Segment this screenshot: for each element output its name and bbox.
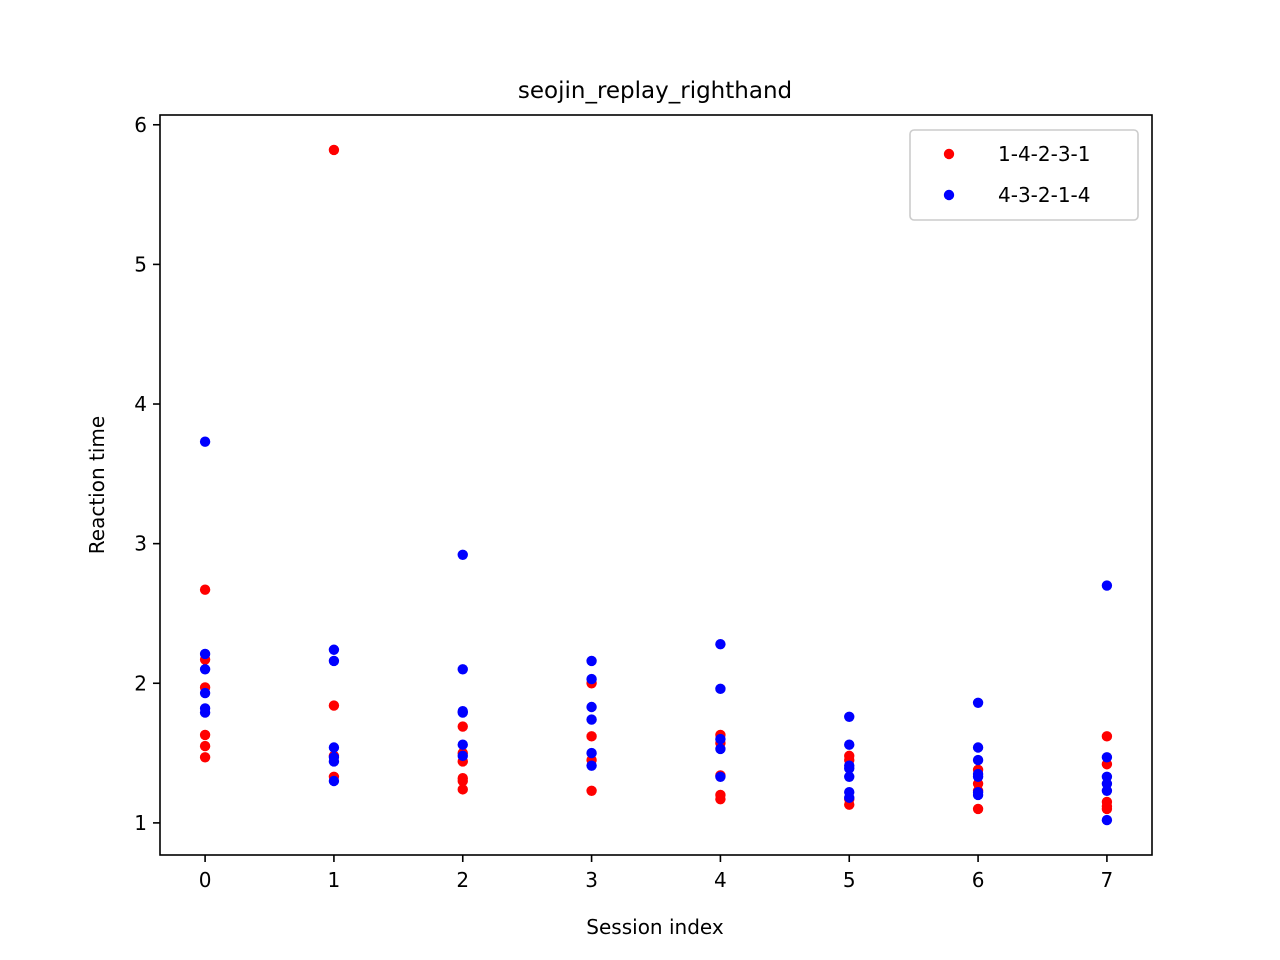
data-point <box>457 549 468 561</box>
x-tick-label: 0 <box>199 868 212 892</box>
data-point <box>199 648 211 660</box>
data-point <box>972 771 984 783</box>
x-tick-label: 1 <box>328 868 341 892</box>
x-tick-label: 6 <box>972 868 985 892</box>
data-point <box>715 733 726 745</box>
data-point <box>972 789 984 801</box>
plot-frame <box>159 114 1153 856</box>
data-point <box>199 740 211 752</box>
data-point <box>457 784 468 795</box>
data-point <box>1101 731 1113 742</box>
data-point <box>1101 785 1113 796</box>
data-point <box>844 771 855 783</box>
data-point <box>328 756 340 767</box>
data-point <box>328 775 340 787</box>
data-point <box>457 721 468 732</box>
data-point <box>199 584 211 595</box>
series-2 <box>199 436 1113 826</box>
data-point <box>457 750 468 762</box>
x-tick-label: 7 <box>1101 868 1114 892</box>
x-tick-label: 2 <box>456 868 469 892</box>
legend-label: 4-3-2-1-4 <box>998 183 1091 207</box>
y-tick-label: 5 <box>134 252 147 276</box>
data-point <box>199 752 211 763</box>
data-point <box>328 644 340 655</box>
data-point <box>199 664 211 675</box>
data-point <box>586 731 597 742</box>
points-layer <box>199 144 1113 826</box>
legend-item: 4-3-2-1-4 <box>943 183 1091 207</box>
data-point <box>972 697 984 709</box>
y-tick-label: 6 <box>134 113 147 137</box>
y-tick-label: 3 <box>134 532 147 556</box>
data-point <box>328 655 340 667</box>
data-point <box>715 743 726 755</box>
data-point <box>715 683 726 695</box>
y-tick-label: 2 <box>134 671 147 695</box>
data-point <box>199 729 211 741</box>
data-point <box>586 714 597 725</box>
data-point <box>972 803 984 815</box>
data-point <box>457 664 468 675</box>
data-point <box>328 742 340 753</box>
data-point <box>457 707 468 718</box>
data-point <box>199 436 211 447</box>
y-tick-label: 1 <box>134 811 147 835</box>
data-point <box>1101 814 1113 826</box>
y-tick-label: 4 <box>134 392 147 416</box>
data-point <box>844 763 855 774</box>
data-point <box>715 638 726 650</box>
x-tick-label: 4 <box>714 868 727 892</box>
chart-title: seojin_replay_righthand <box>518 78 792 104</box>
x-tick-label: 3 <box>585 868 598 892</box>
legend-item: 1-4-2-3-1 <box>943 142 1091 166</box>
data-point <box>1101 580 1113 591</box>
legend-marker <box>943 148 955 160</box>
legend-box <box>909 129 1139 221</box>
data-point <box>844 711 855 722</box>
data-point <box>457 775 468 787</box>
data-point <box>328 144 340 156</box>
data-point <box>1101 803 1113 815</box>
data-point <box>972 742 984 753</box>
data-point <box>1101 752 1113 763</box>
legend-marker <box>943 189 955 201</box>
data-point <box>844 739 855 750</box>
data-point <box>586 785 597 796</box>
y-axis-label: Reaction time <box>85 416 109 554</box>
data-point <box>715 793 726 805</box>
data-point <box>844 792 855 803</box>
legend-label: 1-4-2-3-1 <box>998 142 1091 166</box>
data-point <box>457 739 468 750</box>
data-point <box>586 747 597 759</box>
data-point <box>199 687 211 699</box>
data-point <box>972 754 984 766</box>
x-axis-ticks: 0 1 2 3 4 5 6 7 <box>199 855 1114 892</box>
plot-area <box>160 115 1152 855</box>
data-point <box>199 707 211 718</box>
data-point <box>586 655 597 667</box>
data-point <box>586 701 597 713</box>
data-point <box>328 700 340 711</box>
data-point <box>586 760 597 771</box>
x-axis-label: Session index <box>586 915 724 939</box>
y-axis-ticks: 1 2 3 4 5 6 <box>134 113 160 835</box>
data-point <box>586 673 597 685</box>
x-tick-label: 5 <box>843 868 856 892</box>
legend: 1-4-2-3-1 4-3-2-1-4 <box>909 129 1139 221</box>
data-point <box>715 771 726 783</box>
